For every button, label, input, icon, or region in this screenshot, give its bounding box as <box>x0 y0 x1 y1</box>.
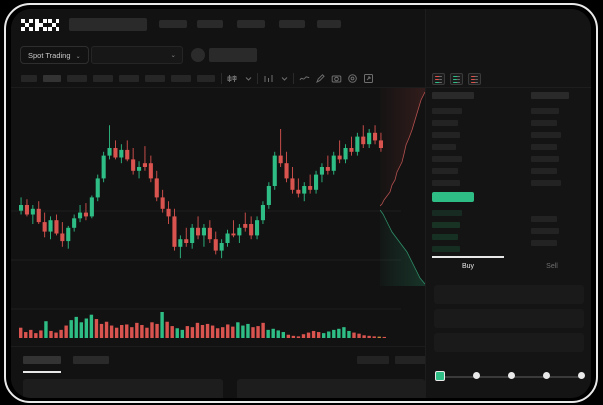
nav-item-5[interactable] <box>317 20 341 28</box>
buy-sell-tabs: Buy Sell <box>426 255 591 279</box>
orderbook-mode-asks[interactable] <box>468 73 481 85</box>
tab-open-orders[interactable] <box>23 356 61 364</box>
orders-action-1[interactable] <box>357 356 389 364</box>
slider-stop-50[interactable] <box>508 372 515 379</box>
slider-stop-25[interactable] <box>473 372 480 379</box>
candlestick-series <box>19 125 383 259</box>
orderbook-size-row[interactable] <box>531 180 561 186</box>
orderbook-size-row[interactable] <box>531 132 561 138</box>
order-type-field[interactable] <box>434 285 584 304</box>
timeframe-4[interactable] <box>93 75 113 82</box>
chevron-down-icon-2[interactable] <box>279 73 290 84</box>
active-tab-indicator <box>432 256 504 258</box>
indicators-icon[interactable] <box>263 73 274 84</box>
orderbook-header <box>426 69 591 88</box>
tab-sell[interactable]: Sell <box>546 263 558 270</box>
chevron-down-icon-pair: ⌄ <box>170 52 176 59</box>
price-chart[interactable] <box>11 88 425 346</box>
volume-series <box>19 312 386 338</box>
bottom-panel-left <box>23 379 223 398</box>
coin-avatar <box>191 48 205 62</box>
orderbook-ask-row[interactable] <box>432 168 458 174</box>
orderbook-size-row[interactable] <box>531 120 557 126</box>
line-chart-icon[interactable] <box>299 73 310 84</box>
orderbook-ask-row[interactable] <box>432 156 462 162</box>
timeframe-8[interactable] <box>197 75 215 82</box>
nav-item-2[interactable] <box>197 20 223 28</box>
slider-stop-100[interactable] <box>578 372 585 379</box>
orderbook-ask-row[interactable] <box>432 132 460 138</box>
orders-section <box>11 346 427 398</box>
timeframe-5[interactable] <box>119 75 139 82</box>
orderbook-size-row[interactable] <box>531 168 557 174</box>
orderbook-bid-row[interactable] <box>432 246 460 252</box>
tab-buy[interactable]: Buy <box>461 263 475 270</box>
orderbook-size-row[interactable] <box>531 216 557 222</box>
timeframe-1[interactable] <box>21 75 37 82</box>
orderbook-size-row[interactable] <box>531 144 557 150</box>
okx-logo-icon[interactable] <box>21 19 59 31</box>
amount-field[interactable] <box>434 333 584 352</box>
bottom-panel-right <box>237 379 425 398</box>
orderbook-mode-bids[interactable] <box>450 73 463 85</box>
timeframe-7[interactable] <box>171 75 191 82</box>
orderbook[interactable] <box>426 88 591 255</box>
trade-sidebar: Buy Sell <box>425 9 591 398</box>
current-price-badge <box>432 192 474 202</box>
orderbook-bid-row[interactable] <box>432 210 462 216</box>
orderbook-col-header-right <box>531 92 569 99</box>
pair-name-label <box>209 48 257 62</box>
screen: Spot Trading ⌄ ⌄ <box>11 9 591 398</box>
chevron-down-icon[interactable] <box>243 73 254 84</box>
nav-item-1[interactable] <box>159 20 187 28</box>
nav-item-3[interactable] <box>237 20 265 28</box>
nav-item-4[interactable] <box>279 20 305 28</box>
candlestick-type-icon[interactable] <box>227 73 238 84</box>
orderbook-size-row[interactable] <box>531 156 559 162</box>
timeframe-3[interactable] <box>67 75 87 82</box>
price-field[interactable] <box>434 309 584 328</box>
chart-gridlines <box>11 210 401 310</box>
market-depth-overlay <box>380 88 425 286</box>
settings-gear-icon[interactable] <box>347 73 358 84</box>
orderbook-bid-row[interactable] <box>432 222 460 228</box>
trading-pair-select[interactable]: ⌄ <box>91 46 183 64</box>
orderbook-size-row[interactable] <box>531 108 559 114</box>
camera-snapshot-icon[interactable] <box>331 73 342 84</box>
active-tab-underline <box>23 371 61 373</box>
orderbook-col-header-left <box>432 92 474 99</box>
search-input[interactable] <box>69 18 147 31</box>
orderbook-size-row[interactable] <box>531 228 559 234</box>
amount-slider-handle[interactable] <box>435 371 445 381</box>
slider-stop-75[interactable] <box>543 372 550 379</box>
market-type-dropdown[interactable]: Spot Trading ⌄ <box>20 46 89 64</box>
orderbook-ask-row[interactable] <box>432 108 462 114</box>
chevron-down-icon: ⌄ <box>75 54 81 60</box>
candlestick-chart-svg <box>11 125 401 338</box>
orderbook-size-row[interactable] <box>531 240 557 246</box>
orderbook-ask-row[interactable] <box>432 144 456 150</box>
timeframe-2[interactable] <box>43 75 61 82</box>
orderbook-ask-row[interactable] <box>432 120 458 126</box>
fullscreen-icon[interactable] <box>363 73 374 84</box>
orderbook-ask-row[interactable] <box>432 180 460 186</box>
tab-order-history[interactable] <box>73 356 109 364</box>
market-type-label: Spot Trading <box>28 51 71 60</box>
drawing-pencil-icon[interactable] <box>315 73 326 84</box>
submit-buy-button[interactable] <box>434 386 584 398</box>
orderbook-bid-row[interactable] <box>432 234 458 240</box>
timeframe-6[interactable] <box>145 75 165 82</box>
orders-action-2[interactable] <box>395 356 427 364</box>
orderbook-mode-both[interactable] <box>432 73 445 85</box>
